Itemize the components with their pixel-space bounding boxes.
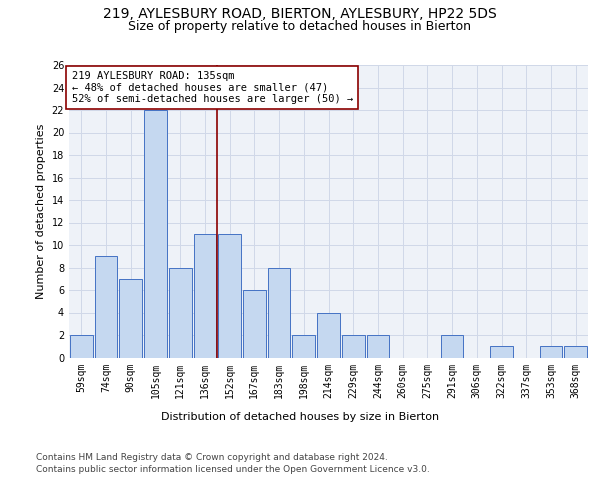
- Bar: [169, 268, 191, 358]
- Bar: [95, 256, 118, 358]
- Bar: [144, 110, 167, 358]
- Bar: [367, 335, 389, 357]
- Bar: [194, 234, 216, 358]
- Y-axis label: Number of detached properties: Number of detached properties: [36, 124, 46, 299]
- Text: 219 AYLESBURY ROAD: 135sqm
← 48% of detached houses are smaller (47)
52% of semi: 219 AYLESBURY ROAD: 135sqm ← 48% of deta…: [71, 71, 353, 104]
- Text: 219, AYLESBURY ROAD, BIERTON, AYLESBURY, HP22 5DS: 219, AYLESBURY ROAD, BIERTON, AYLESBURY,…: [103, 8, 497, 22]
- Bar: [441, 335, 463, 357]
- Bar: [317, 312, 340, 358]
- Bar: [119, 279, 142, 357]
- Bar: [70, 335, 93, 357]
- Bar: [564, 346, 587, 358]
- Text: Size of property relative to detached houses in Bierton: Size of property relative to detached ho…: [128, 20, 472, 33]
- Bar: [342, 335, 365, 357]
- Bar: [243, 290, 266, 358]
- Bar: [539, 346, 562, 358]
- Text: Contains HM Land Registry data © Crown copyright and database right 2024.: Contains HM Land Registry data © Crown c…: [36, 452, 388, 462]
- Bar: [268, 268, 290, 358]
- Bar: [218, 234, 241, 358]
- Bar: [292, 335, 315, 357]
- Bar: [490, 346, 513, 358]
- Text: Distribution of detached houses by size in Bierton: Distribution of detached houses by size …: [161, 412, 439, 422]
- Text: Contains public sector information licensed under the Open Government Licence v3: Contains public sector information licen…: [36, 465, 430, 474]
